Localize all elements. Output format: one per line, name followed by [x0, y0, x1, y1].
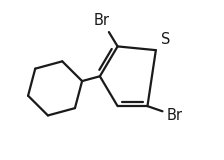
Text: Br: Br: [166, 108, 183, 123]
Text: Br: Br: [94, 13, 110, 28]
Text: S: S: [162, 32, 171, 47]
